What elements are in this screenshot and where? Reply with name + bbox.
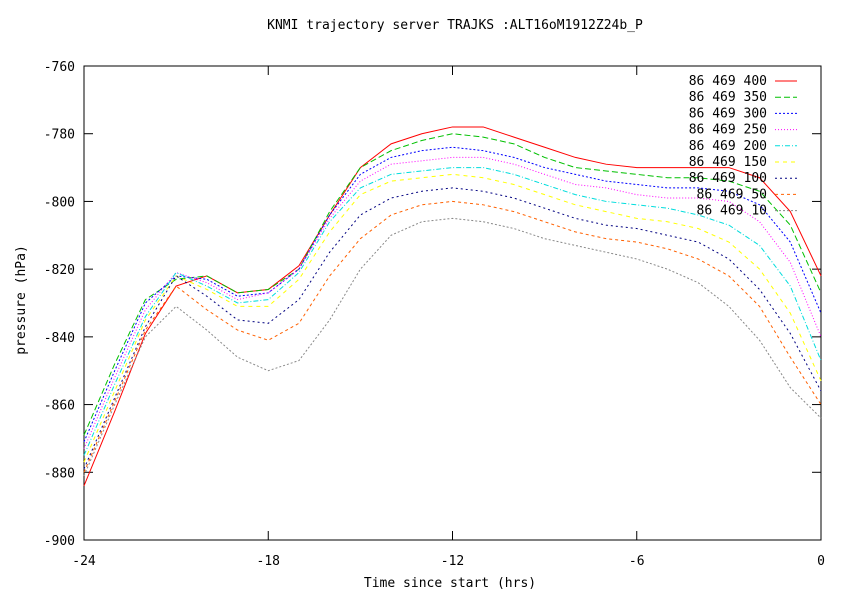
x-tick-label: -12	[441, 554, 464, 569]
series-line-7	[83, 200, 822, 473]
chart-title: KNMI trajectory server TRAJKS :ALT16oM19…	[267, 18, 643, 33]
series-line-3	[83, 156, 822, 449]
series-line-6	[83, 187, 822, 470]
legend-label-1: 86 469 350	[689, 90, 767, 105]
series-line-2	[83, 146, 822, 443]
y-tick-label: -760	[44, 60, 75, 75]
x-tick-label: -6	[629, 554, 645, 569]
series-line-8	[83, 217, 822, 476]
legend-label-8: 86 469 10	[697, 204, 767, 219]
y-tick-label: -900	[44, 534, 75, 549]
legend-label-0: 86 469 400	[689, 74, 767, 89]
legend-label-4: 86 469 200	[689, 139, 767, 154]
x-tick-label: 0	[817, 554, 825, 569]
x-tick-label: -18	[257, 554, 280, 569]
y-axis-label: pressure (hPa)	[14, 245, 29, 355]
y-tick-label: -880	[44, 466, 75, 481]
y-tick-label: -860	[44, 399, 75, 414]
legend-label-2: 86 469 300	[689, 106, 767, 121]
y-tick-label: -840	[44, 331, 75, 346]
x-axis-label: Time since start (hrs)	[364, 576, 536, 590]
y-tick-label: -820	[44, 263, 75, 278]
legend-label-3: 86 469 250	[689, 123, 767, 138]
series-line-1	[83, 133, 822, 436]
series-line-4	[83, 167, 822, 456]
legend-label-6: 86 469 100	[689, 171, 767, 186]
y-tick-label: -800	[44, 195, 75, 210]
legend-label-5: 86 469 150	[689, 155, 767, 170]
x-tick-label: -24	[72, 554, 96, 569]
y-tick-label: -780	[44, 128, 75, 143]
plot-area: -24 -18 -12 -6 0 -900 -880 -860 -840 -820 -800 -780…	[44, 60, 825, 569]
legend-label-7: 86 469 50	[697, 187, 767, 202]
series-line-5	[83, 173, 822, 463]
